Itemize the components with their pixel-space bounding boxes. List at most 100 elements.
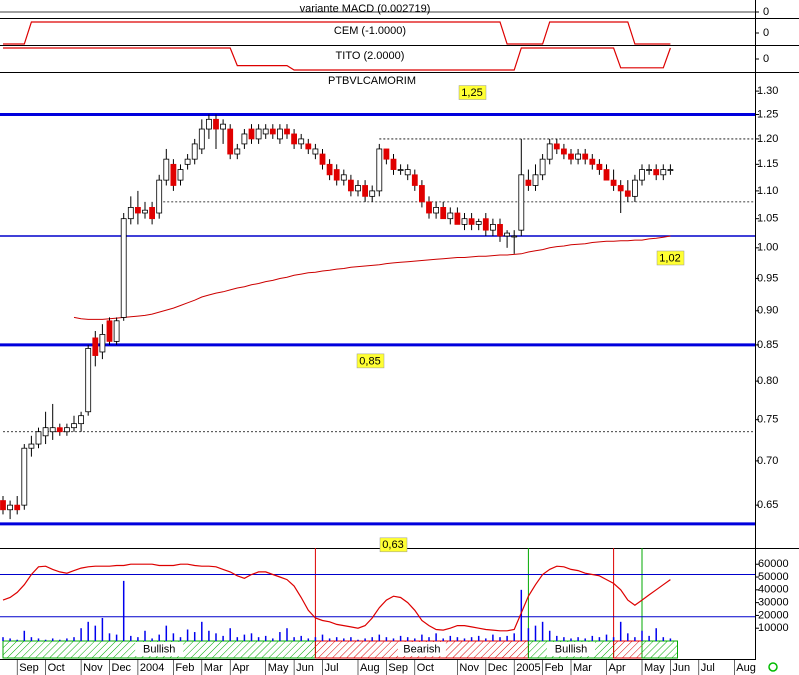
signal-band [641, 640, 678, 659]
x-tick-label: Dec [112, 662, 132, 674]
candle-body [482, 218, 489, 231]
candle-body [28, 443, 35, 449]
candle-body [553, 143, 560, 150]
candle-body [461, 218, 468, 225]
candle-body [92, 337, 99, 356]
candle-body [589, 158, 596, 165]
y-tick-label: 1.30 [757, 85, 778, 97]
band-label-box [135, 642, 184, 656]
candle-body [426, 201, 432, 214]
x-tick-label: Dec [488, 662, 508, 674]
band-label-box [547, 642, 595, 656]
candle-body [326, 163, 333, 176]
x-tick-label: Apr [232, 662, 249, 674]
y-tick-label: 40000 [758, 584, 789, 596]
candle-body [142, 209, 148, 214]
candle-body [227, 128, 234, 155]
candle-body [106, 320, 113, 342]
candle-body [383, 148, 390, 160]
candle-body [575, 153, 581, 160]
candle-body [468, 218, 475, 225]
y-tick-label: 0.75 [757, 414, 778, 426]
candle-body [255, 128, 262, 140]
band-label-box [397, 642, 446, 656]
x-tick-label: Aug [360, 662, 380, 674]
panel-title: CEM (-1.0000) [334, 25, 406, 37]
candle-body [376, 148, 383, 192]
candle-body [369, 190, 376, 197]
candle-body [241, 133, 248, 145]
candle-body [85, 348, 92, 413]
indicator-line [3, 47, 671, 71]
level-label-box [379, 537, 408, 553]
y-tick-label: 0.85 [757, 339, 778, 351]
candle-body [56, 427, 63, 433]
candle-body [21, 447, 28, 506]
candle-body [14, 504, 21, 511]
y-tick-label: 10000 [758, 622, 789, 634]
candle-body [447, 212, 454, 220]
candle-body [660, 169, 667, 176]
candle-body [440, 207, 447, 220]
candle-body [497, 223, 503, 237]
candle-body [78, 415, 84, 425]
candle-body [532, 174, 539, 186]
candle-body [518, 174, 525, 231]
y-tick-label: 1.15 [757, 158, 778, 170]
candle-body [568, 153, 574, 160]
candle-body [667, 169, 674, 171]
candle-body [198, 128, 205, 150]
panel-title: PTBVLCAMORIM [328, 75, 416, 87]
candle-body [333, 169, 340, 181]
candle-body [234, 148, 241, 155]
candle-body [99, 334, 106, 353]
y-tick-label: 0 [763, 53, 769, 65]
status-icon [768, 662, 778, 672]
band-label: Bullish [555, 643, 587, 655]
candle-body [582, 153, 589, 160]
candle-body [624, 190, 631, 197]
candle-body [191, 143, 198, 160]
x-tick-label: Nov [459, 662, 479, 674]
candle-body [632, 179, 638, 197]
candle-body [213, 118, 219, 130]
candle-body [262, 128, 269, 135]
candle-body [390, 158, 397, 170]
panel-title: variante MACD (0.002719) [300, 3, 431, 15]
moving-average [73, 235, 671, 320]
y-tick-label: 1.20 [757, 133, 778, 145]
candle-body [7, 504, 13, 511]
panel-title: TITO (2.0000) [336, 50, 405, 62]
x-tick-label: Jun [672, 662, 690, 674]
candle-body [113, 320, 120, 342]
level-label-box [656, 250, 685, 266]
x-tick-label: Nov [83, 662, 103, 674]
band-label: Bearish [403, 643, 440, 655]
candle-body [269, 128, 276, 135]
candle-body [163, 158, 170, 181]
candle-body [525, 179, 532, 186]
level-label: 0,85 [359, 355, 380, 367]
candle-body [362, 185, 369, 197]
candle-body [312, 148, 319, 155]
y-tick-label: 0.90 [757, 305, 778, 317]
y-tick-label: 20000 [758, 609, 789, 621]
candle-body [120, 218, 127, 318]
candle-body [561, 148, 567, 155]
candle-body [298, 138, 305, 145]
candle-body [639, 169, 645, 181]
y-tick-label: 60000 [758, 558, 789, 570]
candle-body [546, 143, 553, 160]
candle-body [276, 128, 283, 140]
candle-body [149, 207, 156, 220]
candle-body [489, 223, 496, 231]
candle-body [617, 185, 624, 192]
x-tick-label: Sep [388, 662, 408, 674]
candle-body [355, 185, 361, 192]
x-tick-label: Mar [573, 662, 592, 674]
x-tick-label: Feb [545, 662, 564, 674]
candle-body [610, 179, 617, 186]
candle-body [177, 169, 184, 181]
x-tick-label: May [644, 662, 665, 674]
